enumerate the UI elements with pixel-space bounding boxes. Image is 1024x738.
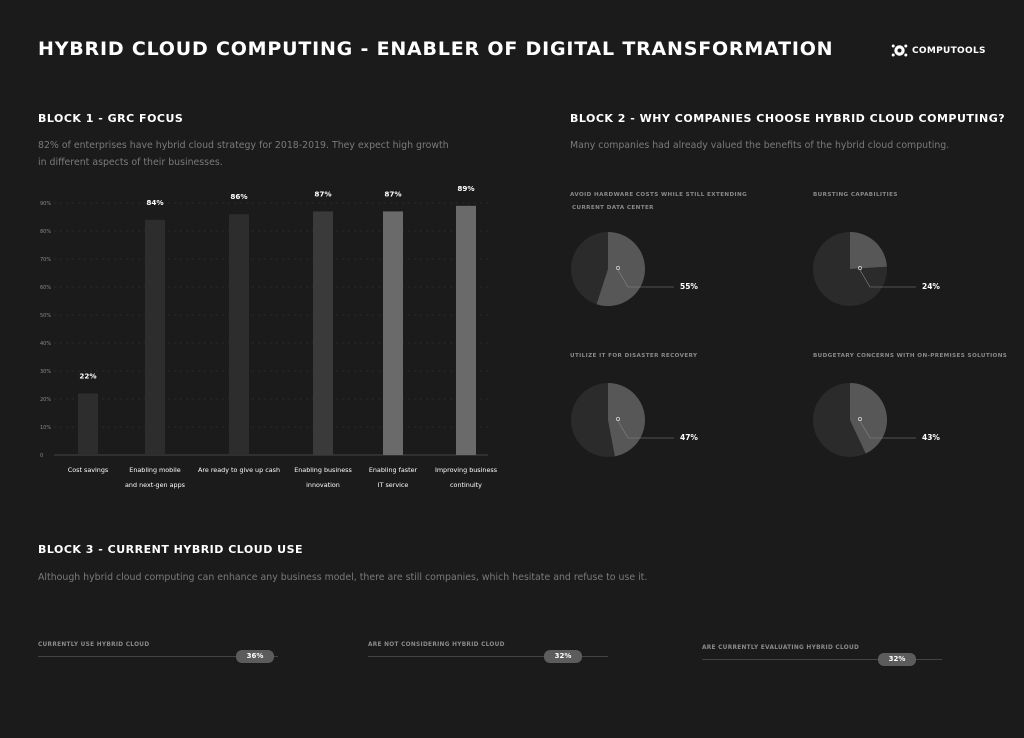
category-label: Improving business bbox=[435, 466, 498, 474]
progress-value-pill: 36% bbox=[236, 650, 274, 663]
bar-value-label: 87% bbox=[384, 189, 401, 198]
y-tick-label: 90% bbox=[40, 201, 51, 207]
category-label: Cost savings bbox=[68, 466, 109, 474]
pie-value-label: 24% bbox=[922, 282, 940, 291]
block1-desc-line2: in different aspects of their businesses… bbox=[38, 157, 223, 168]
category-label: IT service bbox=[378, 481, 409, 489]
y-tick-label: 70% bbox=[40, 257, 51, 263]
computools-logo-icon bbox=[891, 44, 908, 57]
block3-description: Although hybrid cloud computing can enha… bbox=[38, 572, 648, 583]
category-label: innovation bbox=[306, 481, 340, 489]
pie-marker-dot bbox=[616, 266, 620, 270]
y-tick-label: 20% bbox=[40, 397, 51, 403]
progress-label: ARE NOT CONSIDERING HYBRID CLOUD bbox=[368, 642, 505, 648]
pie-leader-line bbox=[617, 420, 674, 439]
brand-logo[interactable]: COMPUTOOLS bbox=[891, 43, 986, 58]
bar-value-label: 84% bbox=[146, 198, 163, 207]
bar bbox=[78, 393, 98, 455]
category-label: Are ready to give up cash bbox=[198, 466, 280, 474]
reasons-pie-charts: AVOID HARDWARE COSTS WHILE STILL EXTENDI… bbox=[570, 192, 1007, 457]
bar bbox=[145, 219, 165, 455]
y-tick-label: 30% bbox=[40, 369, 51, 375]
y-tick-label: 60% bbox=[40, 285, 51, 291]
pie-marker-dot bbox=[616, 417, 620, 421]
block1-title: BLOCK 1 - GRC FOCUS bbox=[38, 112, 184, 125]
category-label: Enabling mobile bbox=[129, 466, 180, 474]
pie-leader-line bbox=[617, 269, 674, 288]
y-tick-label: 80% bbox=[40, 229, 51, 235]
pie-value-slice bbox=[850, 383, 888, 454]
pie-value-label: 43% bbox=[922, 433, 940, 442]
y-tick-label: 40% bbox=[40, 341, 51, 347]
y-tick-label: 10% bbox=[40, 425, 51, 431]
pie-value-slice bbox=[596, 232, 645, 306]
bar-value-label: 86% bbox=[230, 192, 247, 201]
logo-text: COMPUTOOLS bbox=[912, 45, 986, 56]
progress-track bbox=[702, 659, 942, 660]
category-label: and next-gen apps bbox=[125, 481, 186, 489]
pie-leader-line bbox=[859, 420, 916, 439]
pie-value-slice bbox=[850, 232, 887, 269]
bar-value-label: 89% bbox=[457, 184, 474, 193]
pie-title: AVOID HARDWARE COSTS WHILE STILL EXTENDI… bbox=[570, 192, 747, 198]
pie-title: BURSTING CAPABILITIES bbox=[813, 192, 898, 198]
page-title: HYBRID CLOUD COMPUTING - ENABLER OF DIGI… bbox=[38, 38, 834, 60]
pie-title-line2: CURRENT DATA CENTER bbox=[572, 205, 654, 211]
pie-leader-line bbox=[859, 269, 916, 288]
progress-label: CURRENTLY USE HYBRID CLOUD bbox=[38, 642, 150, 648]
category-label: continuity bbox=[450, 481, 482, 489]
y-tick-label: 50% bbox=[40, 313, 51, 319]
pie-title: BUDGETARY CONCERNS WITH ON-PREMISES SOLU… bbox=[813, 353, 1007, 359]
progress-label: ARE CURRENTLY EVALUATING HYBRID CLOUD bbox=[702, 645, 860, 651]
progress-value-pill: 32% bbox=[544, 650, 582, 663]
bar bbox=[456, 205, 476, 455]
bar bbox=[313, 211, 333, 455]
progress-track bbox=[38, 656, 278, 657]
pie-title: UTILIZE IT FOR DISASTER RECOVERY bbox=[570, 353, 698, 359]
pie-value-label: 55% bbox=[680, 282, 698, 291]
pie-value-label: 47% bbox=[680, 433, 698, 442]
bar-value-label: 22% bbox=[79, 371, 96, 380]
block2-description: Many companies had already valued the be… bbox=[570, 140, 950, 151]
category-label: Enabling faster bbox=[369, 466, 418, 474]
progress-track bbox=[368, 656, 608, 657]
grc-focus-bar-chart: 0 10% 20% 30% 40% 50% 60% 70% 80% 90% 22% Cost savi… bbox=[40, 184, 498, 489]
y-tick-label: 0 bbox=[40, 453, 43, 459]
bar bbox=[383, 211, 403, 455]
pie-value-slice bbox=[608, 383, 646, 457]
bar bbox=[229, 214, 249, 455]
block3-title: BLOCK 3 - CURRENT HYBRID CLOUD USE bbox=[38, 543, 304, 556]
block1-desc-line1: 82% of enterprises have hybrid cloud str… bbox=[38, 140, 449, 151]
bar-value-label: 87% bbox=[314, 189, 331, 198]
progress-value-pill: 32% bbox=[878, 653, 916, 666]
block2-title: BLOCK 2 - WHY COMPANIES CHOOSE HYBRID CL… bbox=[570, 112, 1006, 125]
pie-marker-dot bbox=[858, 266, 862, 270]
category-label: Enabling business bbox=[294, 466, 352, 474]
pie-marker-dot bbox=[858, 417, 862, 421]
block1-description: 82% of enterprises have hybrid cloud str… bbox=[38, 137, 458, 171]
